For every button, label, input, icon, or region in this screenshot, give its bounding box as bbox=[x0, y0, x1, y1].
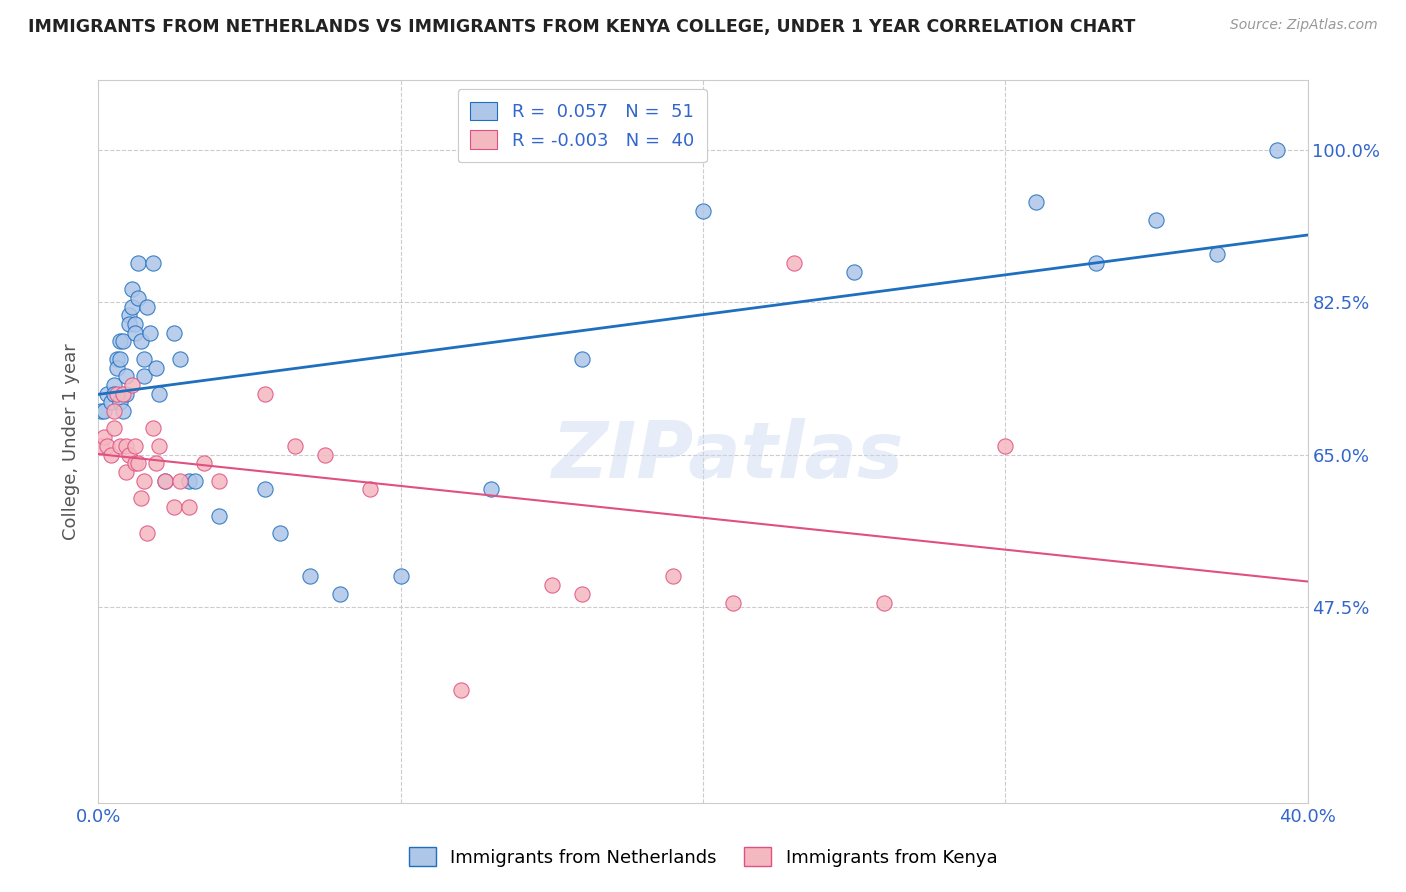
Point bbox=[127, 256, 149, 270]
Point bbox=[118, 317, 141, 331]
Point bbox=[692, 203, 714, 218]
Point bbox=[571, 587, 593, 601]
Point bbox=[129, 491, 152, 505]
Point bbox=[481, 483, 503, 497]
Point bbox=[193, 456, 215, 470]
Point bbox=[105, 351, 128, 366]
Point bbox=[111, 334, 134, 349]
Point bbox=[90, 439, 112, 453]
Text: ZIPatlas: ZIPatlas bbox=[551, 418, 903, 494]
Point bbox=[1267, 143, 1289, 157]
Point bbox=[1085, 256, 1108, 270]
Point bbox=[114, 369, 136, 384]
Legend: R =  0.057   N =  51, R = -0.003   N =  40: R = 0.057 N = 51, R = -0.003 N = 40 bbox=[457, 89, 707, 162]
Point bbox=[153, 474, 176, 488]
Point bbox=[844, 265, 866, 279]
Point bbox=[132, 351, 155, 366]
Point bbox=[1206, 247, 1229, 261]
Point bbox=[329, 587, 352, 601]
Point bbox=[105, 386, 128, 401]
Point bbox=[108, 439, 131, 453]
Point bbox=[145, 456, 167, 470]
Point bbox=[103, 378, 125, 392]
Point bbox=[114, 439, 136, 453]
Point bbox=[132, 369, 155, 384]
Point bbox=[127, 456, 149, 470]
Point bbox=[153, 474, 176, 488]
Point bbox=[873, 596, 896, 610]
Point bbox=[299, 569, 322, 583]
Point bbox=[129, 334, 152, 349]
Point bbox=[114, 386, 136, 401]
Point bbox=[163, 500, 186, 514]
Point bbox=[148, 439, 170, 453]
Point bbox=[179, 500, 201, 514]
Point bbox=[169, 474, 191, 488]
Point bbox=[127, 291, 149, 305]
Point bbox=[135, 525, 157, 540]
Point bbox=[723, 596, 745, 610]
Point bbox=[163, 326, 186, 340]
Text: IMMIGRANTS FROM NETHERLANDS VS IMMIGRANTS FROM KENYA COLLEGE, UNDER 1 YEAR CORRE: IMMIGRANTS FROM NETHERLANDS VS IMMIGRANT… bbox=[28, 18, 1136, 36]
Point bbox=[108, 351, 131, 366]
Point bbox=[253, 483, 276, 497]
Point bbox=[121, 282, 143, 296]
Point bbox=[169, 351, 191, 366]
Point bbox=[93, 430, 115, 444]
Point bbox=[114, 465, 136, 479]
Point bbox=[118, 308, 141, 322]
Point bbox=[142, 256, 165, 270]
Point bbox=[121, 300, 143, 314]
Point bbox=[108, 395, 131, 409]
Point bbox=[103, 421, 125, 435]
Point bbox=[450, 682, 472, 697]
Point bbox=[132, 474, 155, 488]
Point bbox=[124, 456, 146, 470]
Point bbox=[96, 439, 118, 453]
Point bbox=[208, 474, 231, 488]
Point bbox=[111, 404, 134, 418]
Point bbox=[284, 439, 307, 453]
Point bbox=[124, 317, 146, 331]
Point bbox=[135, 300, 157, 314]
Point bbox=[1144, 212, 1167, 227]
Point bbox=[124, 439, 146, 453]
Point bbox=[148, 386, 170, 401]
Point bbox=[111, 386, 134, 401]
Y-axis label: College, Under 1 year: College, Under 1 year bbox=[62, 343, 80, 540]
Point bbox=[145, 360, 167, 375]
Text: Source: ZipAtlas.com: Source: ZipAtlas.com bbox=[1230, 18, 1378, 32]
Point bbox=[118, 448, 141, 462]
Legend: Immigrants from Netherlands, Immigrants from Kenya: Immigrants from Netherlands, Immigrants … bbox=[402, 840, 1004, 874]
Point bbox=[100, 448, 122, 462]
Point bbox=[208, 508, 231, 523]
Point bbox=[108, 334, 131, 349]
Point bbox=[179, 474, 201, 488]
Point bbox=[360, 483, 382, 497]
Point bbox=[269, 525, 291, 540]
Point bbox=[105, 360, 128, 375]
Point bbox=[100, 395, 122, 409]
Point bbox=[571, 351, 593, 366]
Point bbox=[314, 448, 336, 462]
Point bbox=[661, 569, 683, 583]
Point bbox=[994, 439, 1017, 453]
Point bbox=[121, 378, 143, 392]
Point bbox=[103, 386, 125, 401]
Point bbox=[783, 256, 806, 270]
Point bbox=[142, 421, 165, 435]
Point bbox=[389, 569, 412, 583]
Point bbox=[103, 404, 125, 418]
Point bbox=[90, 404, 112, 418]
Point bbox=[253, 386, 276, 401]
Point bbox=[1024, 195, 1046, 210]
Point bbox=[93, 404, 115, 418]
Point bbox=[540, 578, 562, 592]
Point bbox=[124, 326, 146, 340]
Point bbox=[96, 386, 118, 401]
Point bbox=[184, 474, 207, 488]
Point bbox=[139, 326, 162, 340]
